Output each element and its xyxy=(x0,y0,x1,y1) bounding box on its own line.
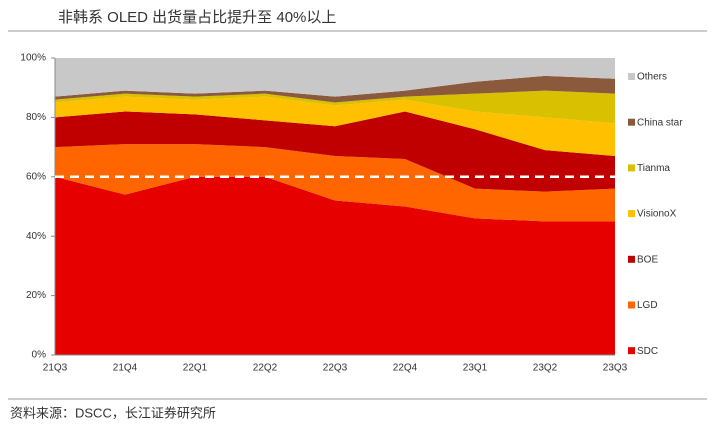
legend-swatch xyxy=(628,210,635,218)
y-tick-label: 80% xyxy=(26,112,46,123)
legend-label: Tianma xyxy=(637,163,670,174)
area xyxy=(55,176,615,355)
x-tick-label: 23Q3 xyxy=(603,363,628,374)
legend-swatch xyxy=(628,347,635,355)
legend-swatch xyxy=(628,164,635,172)
area xyxy=(55,75,615,103)
legend-swatch xyxy=(628,301,635,309)
y-tick-label: 0% xyxy=(32,350,47,361)
y-tick-label: 60% xyxy=(26,171,46,182)
legend-swatch xyxy=(628,118,635,126)
legend-label: VisionoX xyxy=(637,209,677,220)
y-tick-label: 40% xyxy=(26,231,46,242)
x-tick-label: 23Q2 xyxy=(533,363,558,374)
y-tick-label: 100% xyxy=(20,53,46,64)
x-tick-label: 22Q2 xyxy=(253,363,278,374)
legend-label: LGD xyxy=(637,300,658,311)
area xyxy=(55,111,615,192)
source-note: 资料来源：DSCC，长江证券研究所 xyxy=(10,405,216,420)
x-tick-label: 21Q4 xyxy=(113,363,138,374)
x-tick-label: 23Q1 xyxy=(463,363,488,374)
x-tick-label: 22Q3 xyxy=(323,363,348,374)
y-tick-label: 20% xyxy=(26,290,46,301)
area xyxy=(55,90,615,124)
legend-label: China star xyxy=(637,117,683,128)
area xyxy=(55,144,615,222)
x-tick-label: 21Q3 xyxy=(43,363,68,374)
legend-label: BOE xyxy=(637,254,658,265)
legend-swatch xyxy=(628,73,635,80)
x-tick-label: 22Q1 xyxy=(183,363,208,374)
area xyxy=(55,58,615,97)
legend-label: SDC xyxy=(637,346,658,357)
legend-swatch xyxy=(628,255,635,263)
page-title: 非韩系 OLED 出货量占比提升至 40%以上 xyxy=(58,9,336,26)
legend-label: Others xyxy=(637,72,667,83)
x-tick-label: 22Q4 xyxy=(393,363,418,374)
